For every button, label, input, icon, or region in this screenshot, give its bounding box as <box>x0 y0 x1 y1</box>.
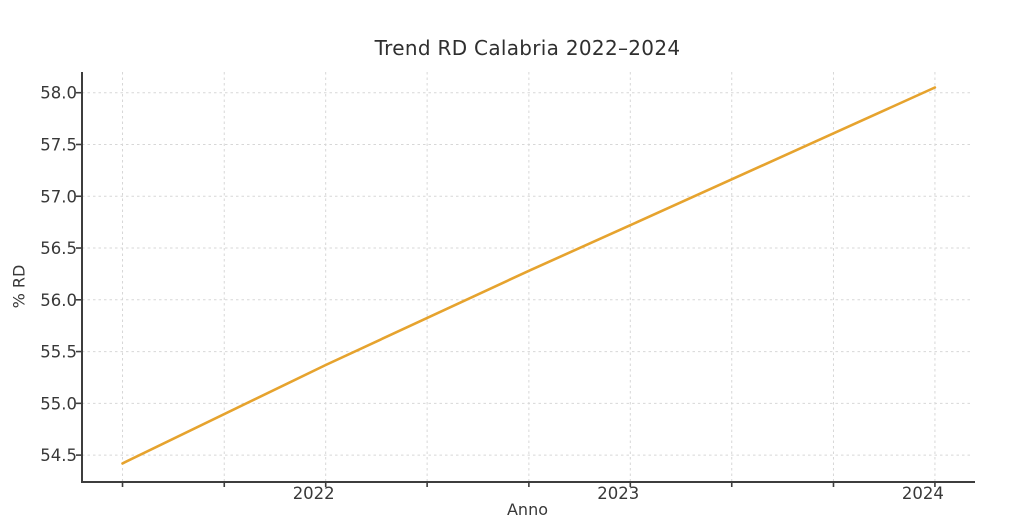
chart-title: Trend RD Calabria 2022–2024 <box>374 36 681 60</box>
y-tick-label: 58.0 <box>40 84 77 103</box>
y-tick-label: 57.0 <box>40 187 77 206</box>
y-tick-label: 55.5 <box>40 343 77 362</box>
x-tick-label: 2023 <box>597 484 639 503</box>
trend-line <box>121 86 937 465</box>
y-tick-label: 54.5 <box>40 446 77 465</box>
y-tick-label: 55.0 <box>40 394 77 413</box>
y-tick-label: 56.5 <box>40 239 77 258</box>
x-tick-label: 2024 <box>902 484 944 503</box>
y-tick-label: 56.0 <box>40 291 77 310</box>
y-tick-label: 57.5 <box>40 135 77 154</box>
y-axis-label: % RD <box>9 264 29 309</box>
x-axis-label: Anno <box>506 500 548 519</box>
x-tick-label: 2022 <box>293 484 335 503</box>
